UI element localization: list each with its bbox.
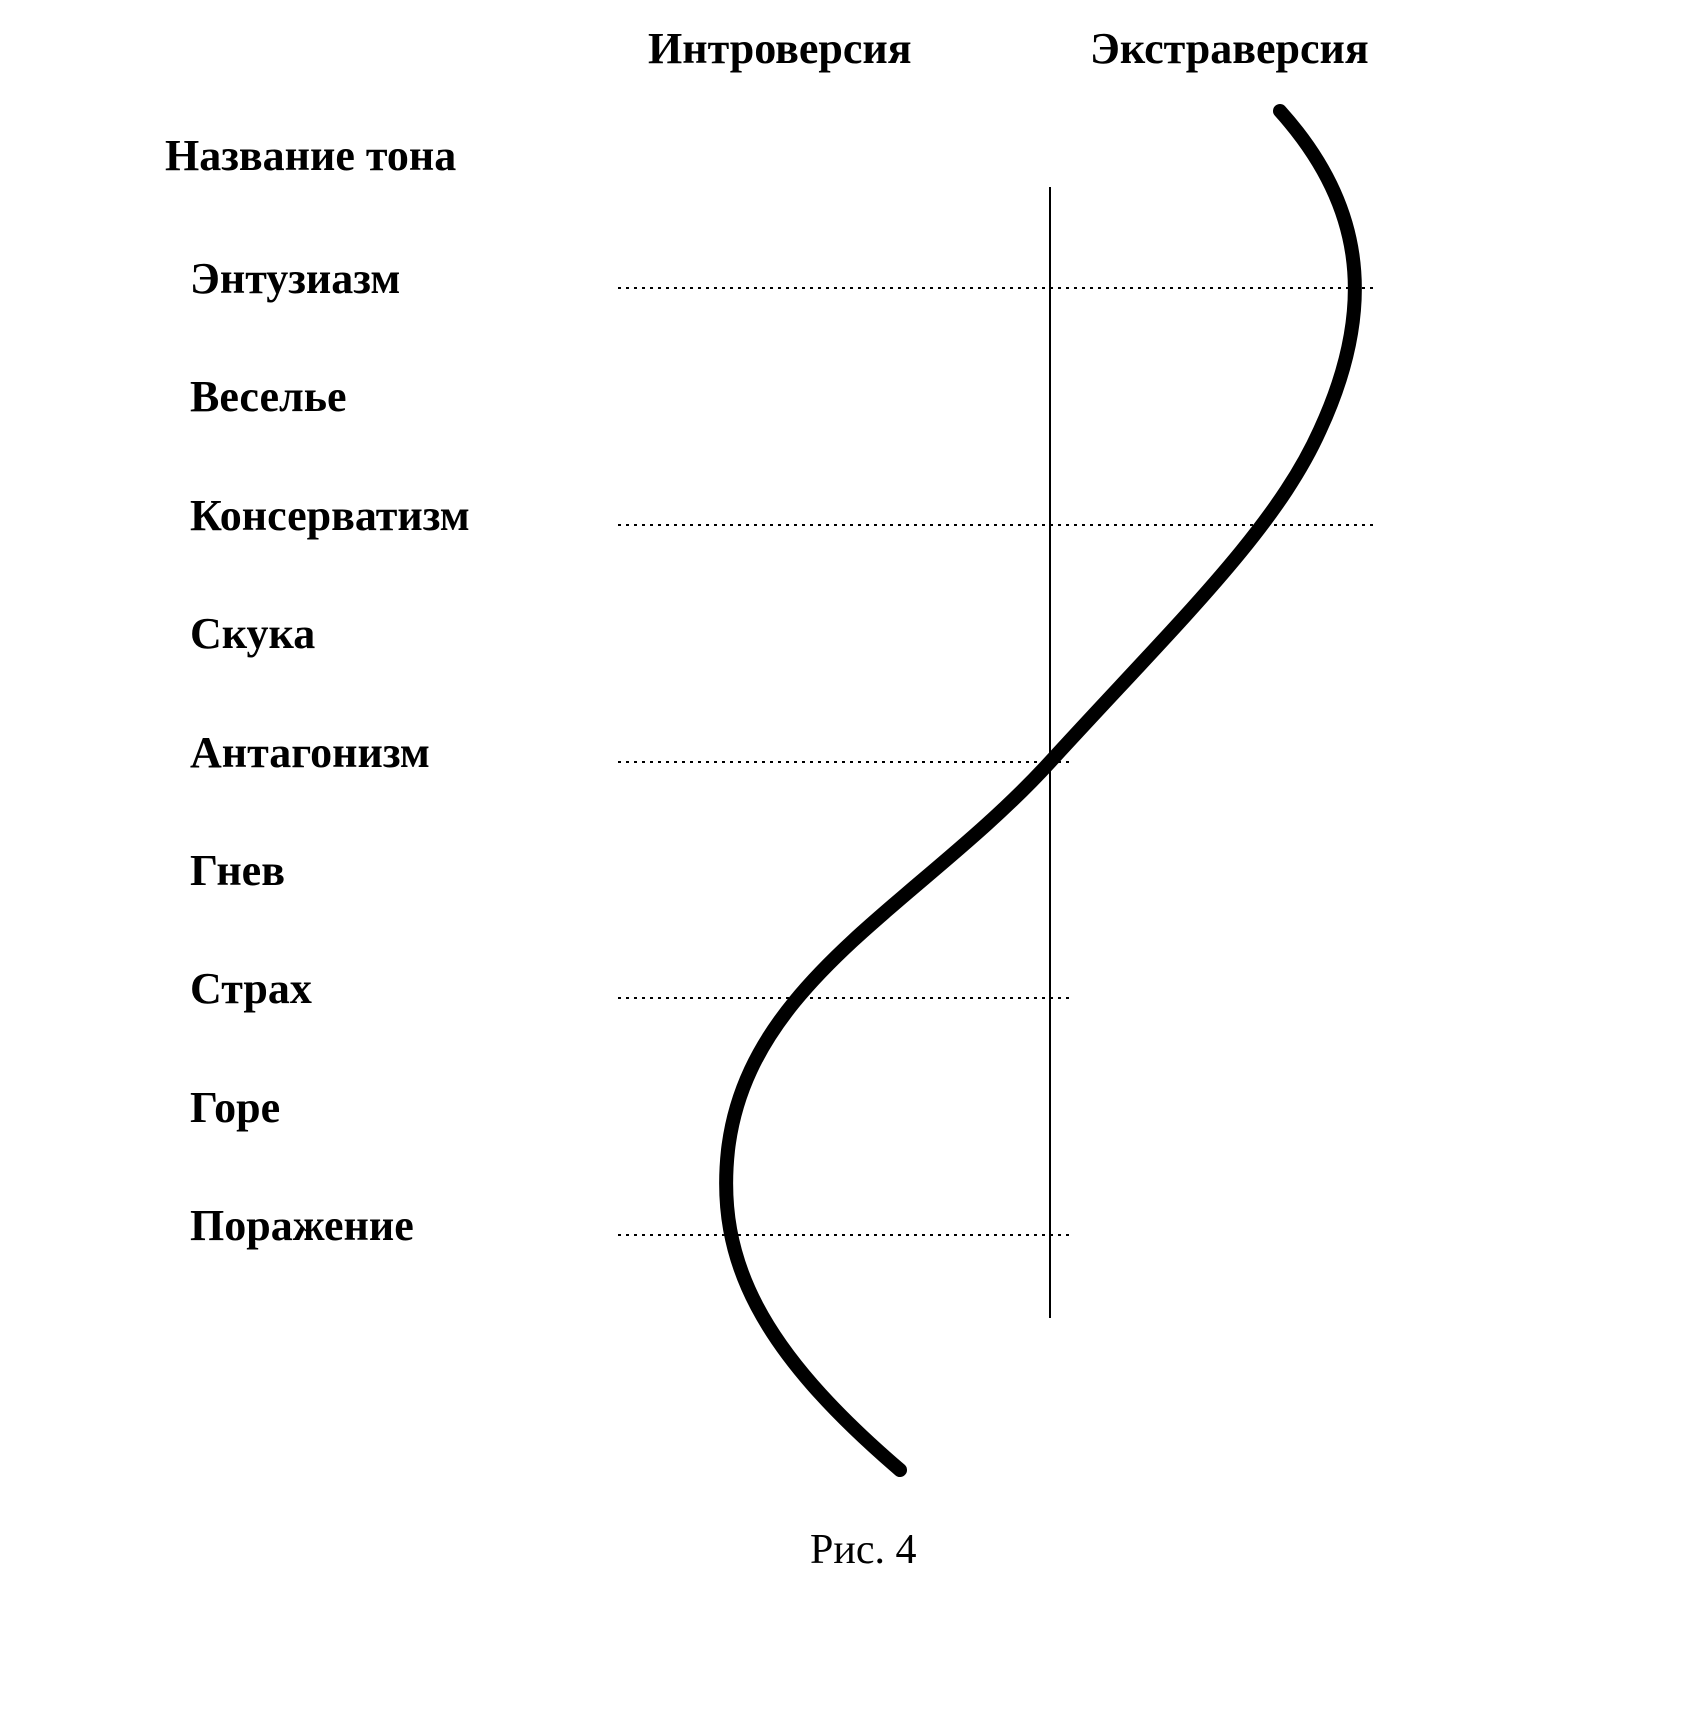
tone-label: Горе [190,1082,280,1133]
tone-label: Веселье [190,371,347,422]
column-header-extraversion: Экстраверсия [1090,23,1369,74]
tone-label: Поражение [190,1200,414,1251]
figure-4-diagram: Интроверсия Экстраверсия Название тона Э… [0,0,1703,1729]
figure-caption: Рис. 4 [810,1526,916,1574]
tone-label: Страх [190,963,312,1014]
tone-label: Энтузиазм [190,253,400,304]
column-header-introversion: Интроверсия [648,23,912,74]
tone-label: Консерватизм [190,490,470,541]
tone-label: Скука [190,608,315,659]
row-title-tone-name: Название тона [165,130,456,181]
tone-label: Антагонизм [190,727,430,778]
s-curve [726,111,1355,1470]
tone-label: Гнев [190,845,285,896]
